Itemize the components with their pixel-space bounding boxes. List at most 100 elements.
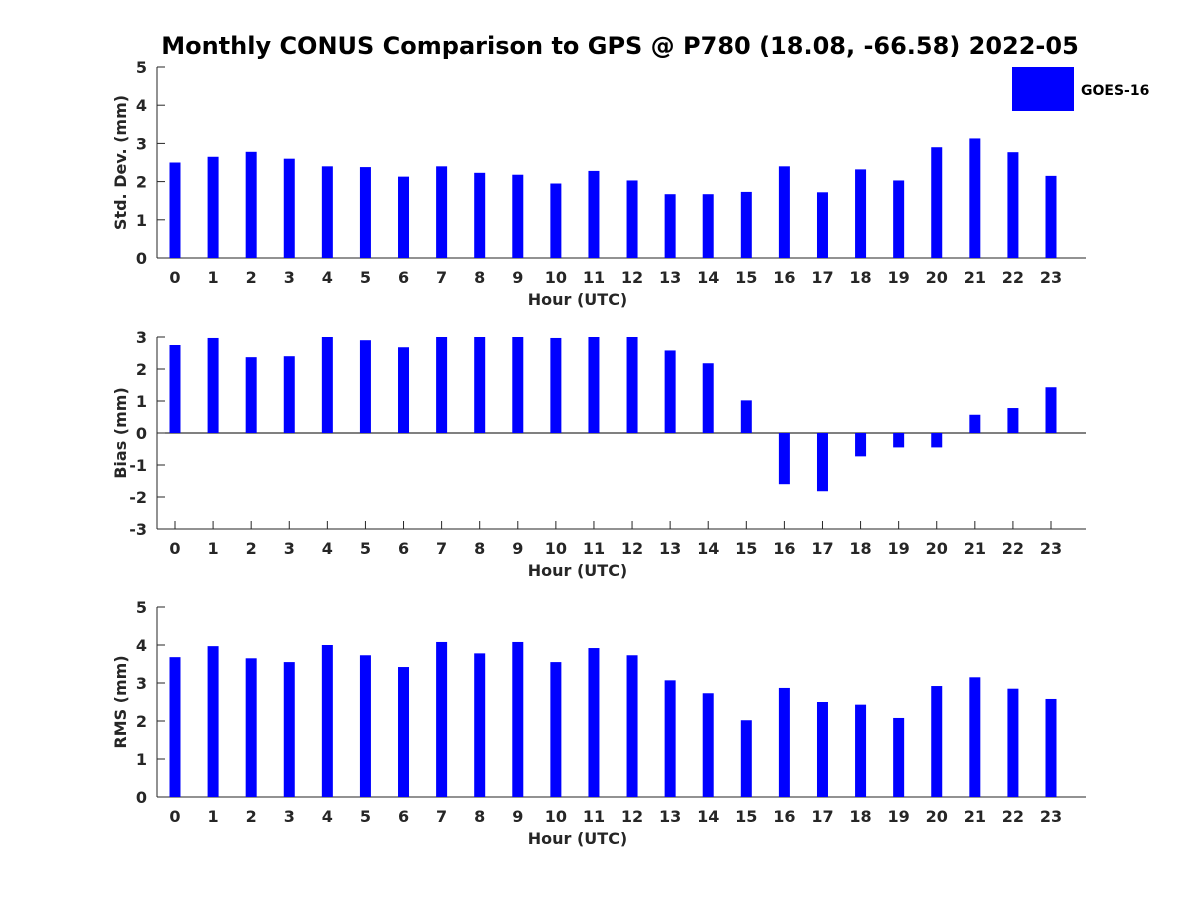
x-tick-label-bias: 8 xyxy=(474,539,485,558)
bar-bias-hour-20 xyxy=(931,433,943,448)
x-tick-label-rms: 5 xyxy=(360,807,371,826)
bar-std-dev-hour-18 xyxy=(855,169,867,258)
x-tick-label-rms: 9 xyxy=(512,807,523,826)
bar-bias-hour-11 xyxy=(588,337,600,433)
y-tick-label-std-dev: 2 xyxy=(136,173,147,192)
x-tick-label-bias: 21 xyxy=(964,539,986,558)
bar-bias-hour-1 xyxy=(207,337,219,433)
x-tick-label-rms: 2 xyxy=(246,807,257,826)
x-tick-label-bias: 20 xyxy=(926,539,948,558)
bar-bias-hour-16 xyxy=(778,433,790,485)
x-tick-label-bias: 1 xyxy=(208,539,219,558)
x-tick-label-bias: 9 xyxy=(512,539,523,558)
y-axis-label-bias: Bias (mm) xyxy=(111,387,130,479)
y-tick-label-bias: -1 xyxy=(129,456,147,475)
bar-rms-hour-5 xyxy=(359,655,371,797)
x-tick-label-std-dev: 21 xyxy=(964,268,986,287)
bar-std-dev-hour-23 xyxy=(1045,175,1057,258)
bar-rms-hour-4 xyxy=(321,645,333,797)
x-tick-label-std-dev: 18 xyxy=(849,268,871,287)
bar-rms-hour-23 xyxy=(1045,698,1057,797)
x-tick-label-rms: 10 xyxy=(545,807,567,826)
y-tick-label-bias: 0 xyxy=(136,424,147,443)
x-tick-label-std-dev: 15 xyxy=(735,268,757,287)
bar-rms-hour-3 xyxy=(283,662,295,797)
bar-bias-hour-22 xyxy=(1007,408,1019,433)
legend: GOES-16 xyxy=(1012,67,1149,111)
x-tick-label-std-dev: 11 xyxy=(583,268,605,287)
x-tick-label-rms: 19 xyxy=(888,807,910,826)
x-tick-label-rms: 22 xyxy=(1002,807,1024,826)
x-tick-label-bias: 17 xyxy=(811,539,833,558)
bar-std-dev-hour-14 xyxy=(702,194,714,258)
bar-rms-hour-21 xyxy=(969,677,981,797)
bar-rms-hour-22 xyxy=(1007,688,1019,797)
x-tick-label-std-dev: 22 xyxy=(1002,268,1024,287)
bar-rms-hour-15 xyxy=(740,720,752,797)
y-tick-label-bias: 2 xyxy=(136,360,147,379)
legend-swatch-goes-16 xyxy=(1012,67,1074,111)
bar-bias-hour-3 xyxy=(283,356,295,433)
x-tick-label-rms: 3 xyxy=(284,807,295,826)
x-tick-label-std-dev: 1 xyxy=(208,268,219,287)
x-tick-label-std-dev: 13 xyxy=(659,268,681,287)
x-tick-label-bias: 14 xyxy=(697,539,719,558)
bar-bias-hour-21 xyxy=(969,414,981,433)
bar-std-dev-hour-0 xyxy=(169,162,181,258)
y-axis-label-rms: RMS (mm) xyxy=(111,655,130,748)
y-tick-label-std-dev: 4 xyxy=(136,96,147,115)
bar-rms-hour-14 xyxy=(702,693,714,797)
bar-bias-hour-8 xyxy=(474,337,486,433)
y-tick-label-bias: -3 xyxy=(129,520,147,539)
bar-std-dev-hour-3 xyxy=(283,158,295,258)
bar-rms-hour-16 xyxy=(778,687,790,797)
y-tick-label-std-dev: 5 xyxy=(136,58,147,77)
bar-std-dev-hour-12 xyxy=(626,180,638,258)
x-tick-label-bias: 16 xyxy=(773,539,795,558)
y-tick-label-rms: 5 xyxy=(136,598,147,617)
x-tick-label-rms: 1 xyxy=(208,807,219,826)
x-tick-label-rms: 0 xyxy=(169,807,180,826)
x-tick-label-std-dev: 6 xyxy=(398,268,409,287)
bar-rms-hour-0 xyxy=(169,657,181,797)
x-tick-label-bias: 18 xyxy=(849,539,871,558)
x-tick-label-bias: 6 xyxy=(398,539,409,558)
x-tick-label-rms: 12 xyxy=(621,807,643,826)
x-tick-label-rms: 20 xyxy=(926,807,948,826)
x-tick-label-bias: 13 xyxy=(659,539,681,558)
x-tick-label-rms: 8 xyxy=(474,807,485,826)
x-tick-label-rms: 6 xyxy=(398,807,409,826)
bar-bias-hour-15 xyxy=(740,400,752,433)
y-tick-label-rms: 0 xyxy=(136,788,147,807)
y-tick-label-bias: -2 xyxy=(129,488,147,507)
x-tick-label-std-dev: 8 xyxy=(474,268,485,287)
bar-bias-hour-10 xyxy=(550,337,562,433)
x-tick-label-std-dev: 4 xyxy=(322,268,333,287)
x-tick-label-rms: 4 xyxy=(322,807,333,826)
x-tick-label-std-dev: 7 xyxy=(436,268,447,287)
x-tick-label-bias: 19 xyxy=(888,539,910,558)
x-tick-label-bias: 2 xyxy=(246,539,257,558)
y-tick-label-rms: 1 xyxy=(136,750,147,769)
bar-std-dev-hour-13 xyxy=(664,194,676,258)
x-tick-label-std-dev: 3 xyxy=(284,268,295,287)
bar-bias-hour-23 xyxy=(1045,387,1057,433)
bar-std-dev-hour-17 xyxy=(816,192,828,258)
figure-title: Monthly CONUS Comparison to GPS @ P780 (… xyxy=(161,32,1079,60)
y-tick-label-bias: 1 xyxy=(136,392,147,411)
x-axis-label-bias: Hour (UTC) xyxy=(528,561,628,580)
bar-rms-hour-19 xyxy=(893,717,905,797)
bar-rms-hour-9 xyxy=(512,641,524,797)
bar-bias-hour-6 xyxy=(398,347,410,433)
x-tick-label-bias: 3 xyxy=(284,539,295,558)
bar-std-dev-hour-9 xyxy=(512,174,524,258)
bar-std-dev-hour-10 xyxy=(550,183,562,258)
x-tick-label-std-dev: 23 xyxy=(1040,268,1062,287)
y-tick-label-std-dev: 0 xyxy=(136,249,147,268)
bar-bias-hour-14 xyxy=(702,363,714,433)
x-tick-label-std-dev: 17 xyxy=(811,268,833,287)
x-tick-label-std-dev: 16 xyxy=(773,268,795,287)
